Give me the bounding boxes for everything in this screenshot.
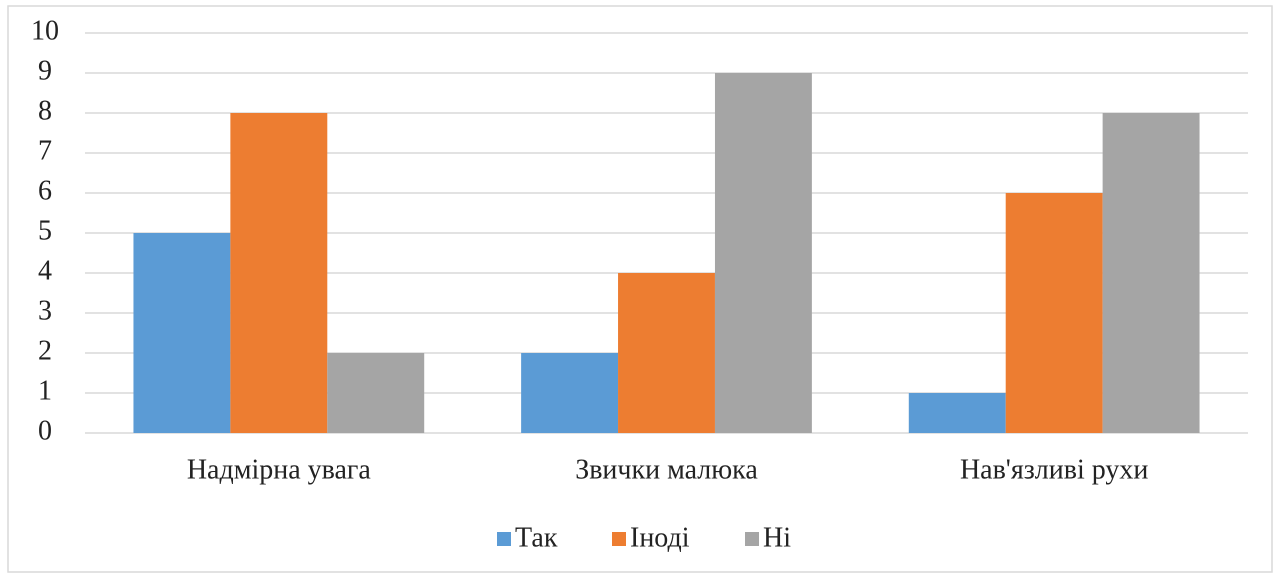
y-tick-label: 8 — [38, 95, 52, 126]
bar — [521, 353, 619, 433]
x-tick-label: Звички малюка — [575, 454, 758, 485]
bar — [1102, 113, 1200, 433]
bar — [908, 393, 1006, 433]
y-tick-label: 10 — [31, 15, 59, 46]
bar — [230, 113, 328, 433]
bar — [714, 73, 812, 433]
legend-swatch — [745, 532, 759, 546]
y-tick-label: 4 — [38, 255, 52, 286]
legend-label: Іноді — [630, 522, 690, 553]
y-tick-label: 5 — [38, 215, 52, 246]
y-tick-label: 3 — [38, 295, 52, 326]
x-tick-label: Нав'язливі рухи — [960, 454, 1148, 485]
y-tick-label: 9 — [38, 55, 52, 86]
bar — [327, 353, 425, 433]
y-tick-label: 2 — [38, 335, 52, 366]
legend-label: Так — [515, 522, 558, 553]
bar — [618, 273, 715, 433]
y-tick-label: 0 — [38, 415, 52, 446]
y-tick-label: 1 — [38, 375, 52, 406]
bar — [1005, 193, 1103, 433]
y-tick-label: 6 — [38, 175, 52, 206]
x-tick-label: Надмірна увага — [187, 454, 372, 485]
legend-label: Ні — [763, 522, 791, 553]
bar — [133, 233, 231, 433]
y-tick-label: 7 — [38, 135, 52, 166]
legend-swatch — [612, 532, 626, 546]
legend-swatch — [497, 532, 511, 546]
